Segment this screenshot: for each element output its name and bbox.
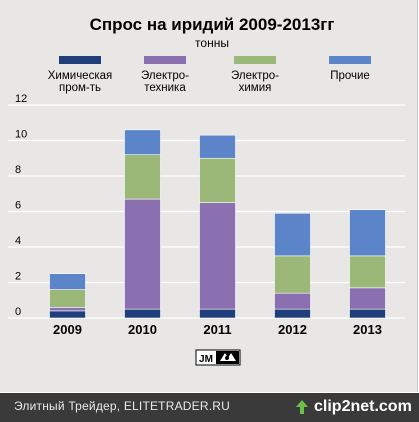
bar-2013-series-3: [349, 209, 386, 257]
bar-2013-series-2: [349, 255, 386, 289]
bar-2012-series-0: [274, 308, 311, 319]
clip2net-label: clip2net.com: [314, 398, 412, 415]
y-tick-label: 12: [15, 93, 27, 105]
bar-2011-series-1: [199, 202, 236, 310]
jm-emblem-icon: [216, 351, 239, 364]
x-tick-label: 2013: [353, 322, 382, 337]
y-tick-label: 10: [15, 129, 27, 141]
y-tick-label: 6: [15, 200, 21, 212]
clip2net-watermark: clip2net.com: [294, 397, 412, 417]
x-tick-label: 2011: [203, 322, 231, 337]
bar-2009-series-0: [49, 310, 86, 319]
legend-label-1: Электро-: [141, 70, 189, 82]
bar-2011-series-3: [199, 134, 236, 159]
x-tick-label: 2009: [53, 322, 82, 337]
jm-logo: JM: [195, 349, 241, 366]
x-tick-label: 2010: [128, 322, 157, 337]
bar-2011-series-0: [199, 308, 236, 319]
legend-label-2: химия: [239, 82, 272, 94]
legend-swatch-2: [234, 56, 276, 64]
bar-2011-series-2: [199, 157, 236, 203]
legend-layer: Химическаяпром-тьЭлектро-техникаЭлектро-…: [48, 56, 371, 94]
legend-swatch-1: [144, 56, 186, 64]
ticks-layer: 0 2 4 6 8 10 12 2009 2010 2011 2012 2013: [15, 93, 382, 337]
source-text: Элитный Трейдер, ELITETRADER.RU: [14, 399, 230, 413]
bar-2009-series-3: [49, 273, 86, 290]
legend-swatch-3: [329, 56, 371, 64]
footer-bar: Элитный Трейдер, ELITETRADER.RU clip2net…: [0, 393, 419, 422]
legend-label-2: Электро-: [231, 70, 279, 82]
bar-2012-series-2: [274, 255, 311, 294]
legend-label-3: Прочие: [330, 70, 370, 82]
chart-svg: 0 2 4 6 8 10 12 2009 2010 2011 2012 2013 Химическая…: [8, 15, 405, 366]
y-tick-label: 4: [15, 235, 21, 247]
y-tick-label: 8: [15, 164, 21, 176]
bar-2012-series-1: [274, 292, 311, 310]
bar-2010-series-1: [124, 198, 161, 310]
chart-title: Спрос на иридий 2009-2013гг: [90, 15, 335, 34]
y-tick-label: 0: [15, 306, 21, 318]
bar-2009-series-2: [49, 289, 86, 308]
legend-label-0: пром-ть: [59, 82, 101, 94]
bar-2013-series-1: [349, 287, 386, 310]
clip2net-icon: [296, 400, 308, 414]
jm-logo-label: JM: [199, 354, 213, 365]
bar-2010-series-2: [124, 154, 161, 200]
bar-2009-series-1: [49, 307, 86, 312]
legend-label-1: техника: [144, 82, 186, 94]
bar-2010-series-0: [124, 308, 161, 319]
bar-2013-series-0: [349, 308, 386, 319]
legend-label-0: Химическая: [48, 70, 112, 82]
bar-2010-series-3: [124, 129, 161, 156]
bars-layer: [49, 129, 386, 319]
y-tick-label: 2: [15, 271, 21, 283]
legend-swatch-0: [59, 56, 101, 64]
chart-subtitle: тонны: [195, 36, 229, 50]
bar-2012-series-3: [274, 212, 311, 257]
x-tick-label: 2012: [278, 322, 307, 337]
